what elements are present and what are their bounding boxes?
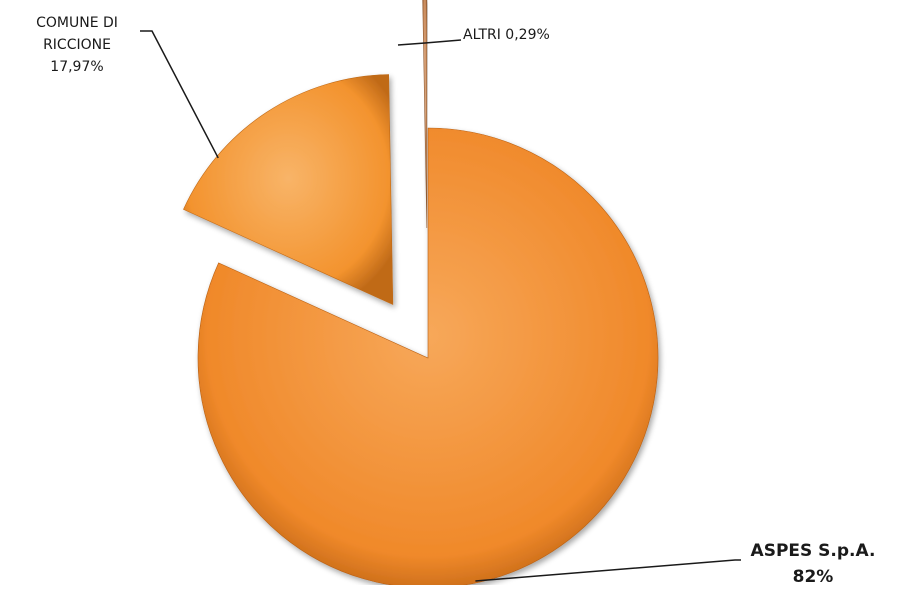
- slice-label-aspes-value: 82%: [792, 567, 834, 587]
- slice-label-aspes-name: ASPES S.p.A.: [750, 541, 876, 561]
- slice-aspes: [197, 127, 659, 585]
- slice-label-aspes: ASPES S.p.A. 82%: [738, 538, 888, 590]
- leader-line-comune: [140, 30, 219, 159]
- leader-line-altri: [397, 39, 462, 46]
- slice-label-altri-text: ALTRI 0,29%: [463, 27, 550, 43]
- slice-altri: [422, 0, 428, 229]
- slice-label-comune-line1: COMUNE DI: [36, 15, 118, 31]
- slice-comune: [183, 74, 394, 305]
- slice-label-comune-line2: RICCIONE: [43, 37, 111, 53]
- slice-label-altri: ALTRI 0,29%: [463, 24, 550, 46]
- slice-label-comune: COMUNE DI RICCIONE 17,97%: [12, 12, 142, 78]
- leader-line-aspes: [475, 559, 741, 582]
- slice-label-comune-value: 17,97%: [50, 59, 104, 75]
